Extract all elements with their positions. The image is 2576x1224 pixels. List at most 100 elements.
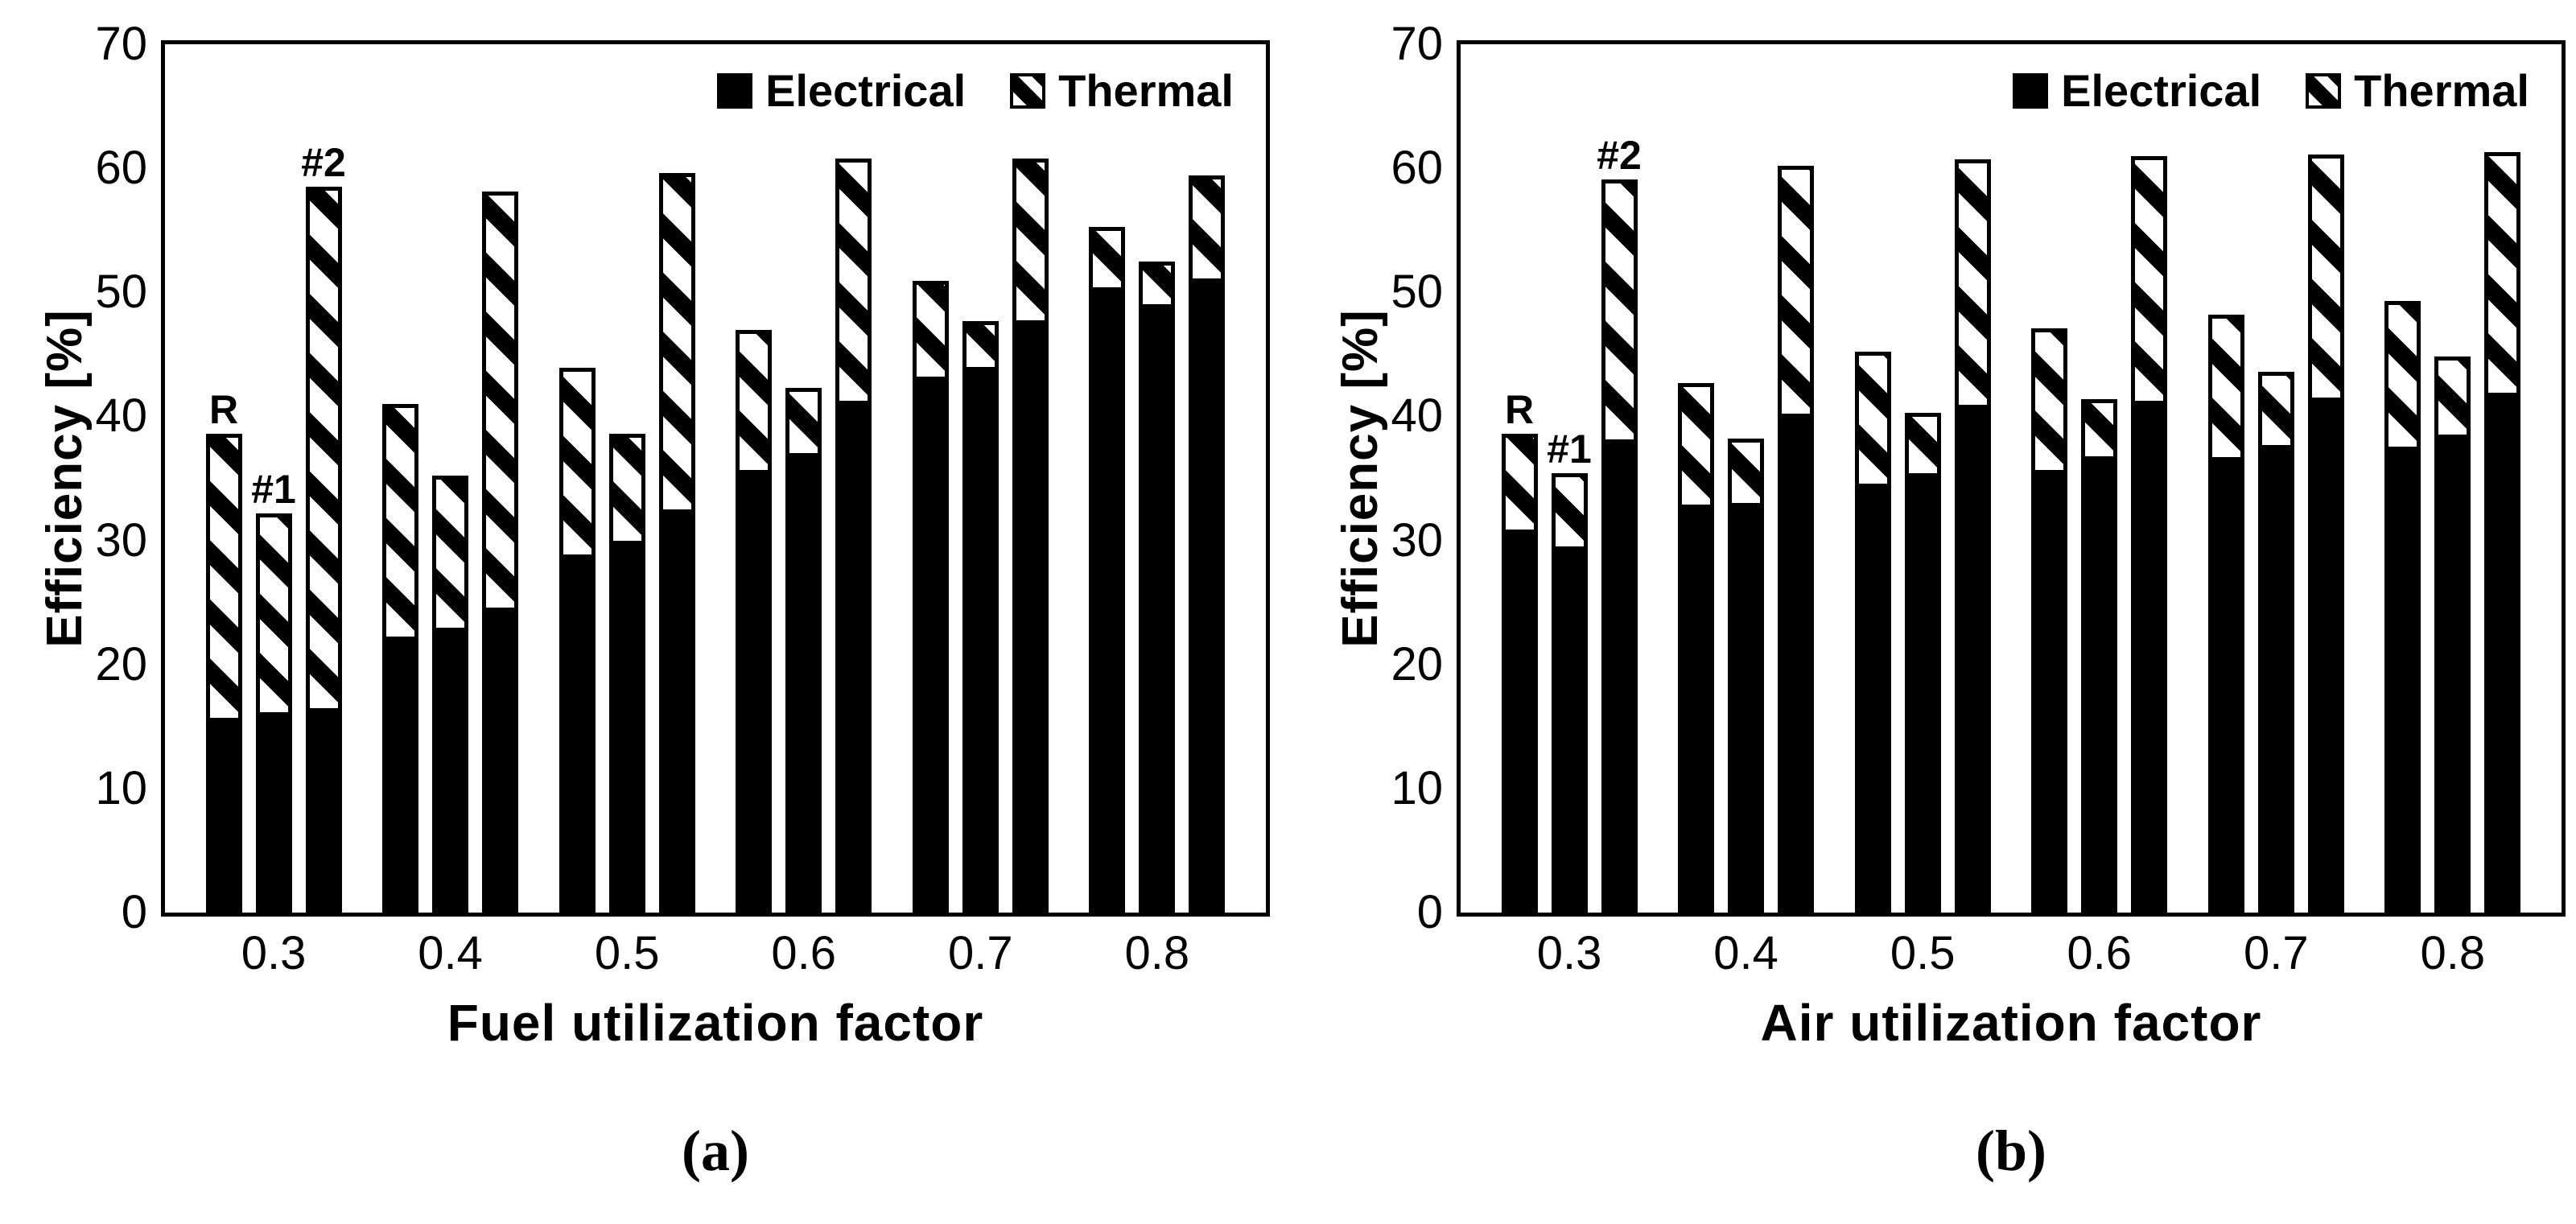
y-tick-label: 0 — [1416, 886, 1443, 938]
thermal-segment — [1143, 265, 1172, 307]
thermal-segment — [1505, 438, 1534, 534]
electrical-segment — [436, 631, 465, 909]
electrical-segment — [2261, 447, 2290, 909]
legend: Electrical Thermal — [717, 68, 1234, 113]
y-tick-label: 10 — [95, 761, 147, 814]
electrical-segment — [839, 404, 868, 909]
x-tick-label: 0.4 — [1713, 927, 1778, 979]
electrical-segment — [309, 711, 338, 909]
thermal-segment — [1858, 356, 1887, 487]
plot-area: 70 60 50 40 30 20 10 0 R #1 #2 Electrical Thermal… — [95, 21, 1270, 1183]
bar-annotation: #2 — [301, 140, 346, 186]
electrical-segment — [1505, 533, 1534, 909]
chart-panel-b: Efficiency [%] 70 60 50 40 30 20 10 0 R #1 #2 Ele… — [1296, 0, 2576, 1224]
x-tick-label: 0.5 — [1890, 927, 1956, 979]
legend-label: Electrical — [765, 65, 967, 116]
thermal-segment — [2211, 319, 2240, 461]
thermal-segment — [386, 408, 415, 641]
stacked-bar-R — [2031, 328, 2068, 913]
bar-group — [558, 44, 695, 913]
electrical-segment — [1093, 291, 1122, 909]
y-tick-label: 20 — [1391, 637, 1443, 690]
thermal-segment — [2311, 159, 2340, 401]
bar-group — [2207, 44, 2344, 913]
y-tick-label: 70 — [95, 18, 147, 70]
thermal-segment — [1093, 230, 1122, 291]
electrical-segment — [1682, 508, 1711, 909]
y-tick-label: 70 — [1391, 18, 1443, 70]
thermal-segment — [1732, 443, 1761, 506]
thermal-segment — [309, 191, 338, 711]
stacked-bar-#1: #1 — [251, 469, 296, 913]
bar-group — [1854, 44, 1991, 913]
y-tick-label: 30 — [1391, 513, 1443, 567]
thermal-segment — [486, 196, 515, 611]
thermal-segment — [1958, 163, 1987, 408]
electrical-segment — [2135, 404, 2164, 909]
electrical-segment — [563, 558, 591, 909]
legend-label: Electrical — [2061, 65, 2262, 116]
stacked-bar-#2 — [2484, 152, 2521, 913]
y-tick-labels: 70 60 50 40 30 20 10 0 — [95, 21, 1266, 936]
stacked-bar-#1 — [432, 476, 469, 913]
electrical-segment — [740, 472, 769, 909]
electrical-segment — [1193, 281, 1222, 909]
thermal-segment — [259, 517, 288, 715]
x-tick-label: 0.7 — [2243, 927, 2309, 979]
stacked-bar-#1 — [2434, 356, 2471, 913]
stacked-bar-#2: #2 — [301, 142, 346, 913]
thermal-segment — [740, 333, 769, 473]
x-tick-label: 0.4 — [418, 927, 483, 979]
bar-group — [912, 44, 1049, 913]
x-axis-title: Air utilization factor — [1760, 994, 2262, 1052]
electrical-segment — [1016, 323, 1045, 909]
bar-group — [2031, 44, 2168, 913]
stacked-bar-#2: #2 — [1597, 135, 1642, 913]
electrical-segment — [1958, 407, 1987, 909]
bar-group — [736, 44, 872, 913]
bar-annotation: #2 — [1597, 133, 1642, 179]
stacked-bar-R — [382, 404, 419, 913]
thermal-segment — [1605, 183, 1634, 443]
thermal-segment — [2035, 332, 2064, 473]
stacked-bar-#2 — [1954, 159, 1991, 913]
x-tick-label: 0.5 — [594, 927, 660, 979]
stacked-bar-#2 — [1189, 175, 1226, 913]
y-tick-label: 30 — [95, 513, 147, 567]
electrical-segment — [2035, 472, 2064, 909]
stacked-bar-#1 — [1904, 412, 1941, 913]
thermal-segment — [1908, 416, 1937, 477]
stacked-bar-R — [912, 281, 949, 913]
stacked-bar-#1 — [2081, 398, 2118, 913]
thermal-segment — [2261, 375, 2290, 448]
thermal-swatch-icon — [2306, 73, 2342, 109]
thermal-swatch-icon — [1010, 73, 1046, 109]
thermal-segment — [2438, 361, 2467, 439]
x-tick-row: 0.3 0.4 0.5 0.6 0.7 0.8 — [1461, 930, 2562, 977]
legend-label: Thermal — [1058, 65, 1234, 116]
y-tick-label: 0 — [121, 886, 147, 938]
stacked-bar-R — [736, 329, 773, 913]
stacked-bar-#1 — [608, 434, 645, 913]
bars-layer: R #1 #2 — [1461, 44, 2562, 913]
stacked-bar-R — [558, 368, 596, 913]
thermal-segment — [839, 162, 868, 405]
electrical-segment — [966, 370, 995, 909]
caption-a: (a) — [682, 1119, 749, 1183]
electrical-segment — [1555, 549, 1584, 909]
y-axis-title: Efficiency [%] — [1332, 309, 1388, 648]
y-tick-label: 20 — [95, 637, 147, 690]
bar-group: R #1 #2 — [205, 44, 346, 913]
x-tick-label: 0.7 — [947, 927, 1013, 979]
thermal-segment — [789, 391, 818, 457]
x-tick-label: 0.3 — [241, 927, 307, 979]
bar-annotation: R — [209, 387, 239, 433]
y-tick-label: 60 — [95, 142, 147, 195]
y-tick-label: 10 — [1391, 761, 1443, 814]
stacked-bar-#1 — [1139, 261, 1176, 913]
electrical-swatch-icon — [717, 73, 753, 109]
thermal-segment — [2135, 159, 2164, 405]
chart-panel-a: Efficiency [%] 70 60 50 40 30 20 10 0 R #1 #2 Ele… — [37, 21, 1270, 1183]
stacked-bar-R: R — [1501, 389, 1538, 913]
stacked-bar-R — [1678, 382, 1715, 913]
